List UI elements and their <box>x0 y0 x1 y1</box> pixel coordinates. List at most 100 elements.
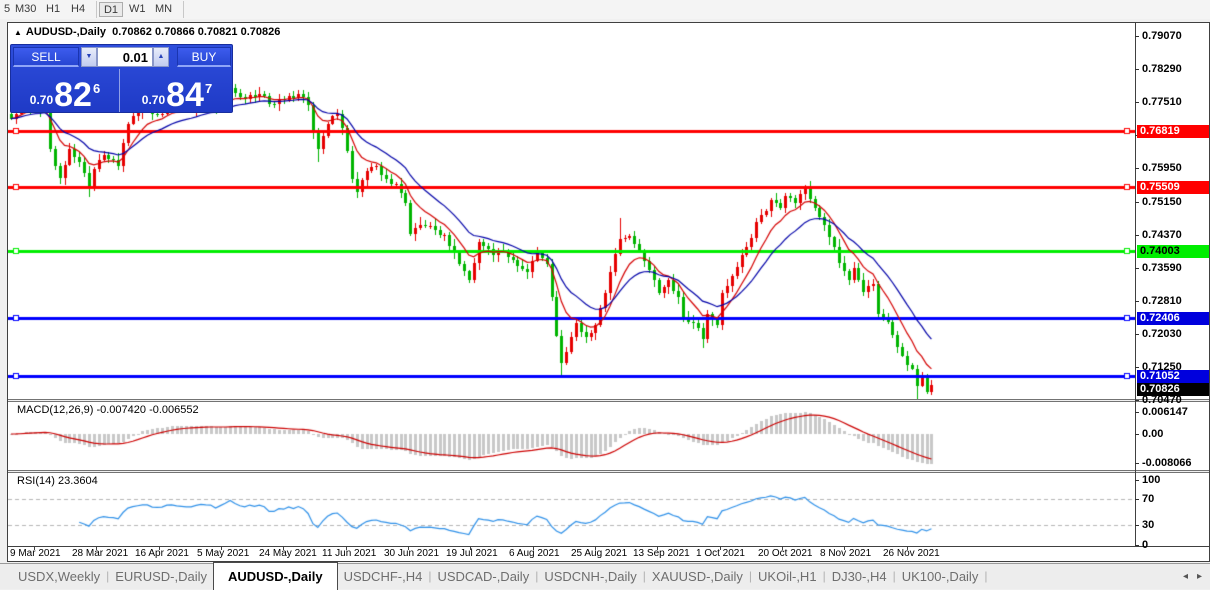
axis-tick <box>1135 463 1139 464</box>
pane-separator[interactable] <box>8 470 1209 473</box>
macd-tick-label: 0.00 <box>1142 428 1164 440</box>
macd-tick-label: 0.006147 <box>1142 406 1188 418</box>
timeframe-button-h4[interactable]: H4 <box>71 3 86 15</box>
chart-tab-ukoil-h1[interactable]: UKOil-,H1 <box>758 569 817 584</box>
price-tick-label: 0.74370 <box>1142 229 1182 241</box>
axis-tick <box>1135 545 1139 546</box>
chevron-down-icon: ▼ <box>85 53 93 60</box>
price-tick-label: 0.72030 <box>1142 328 1182 340</box>
macd-indicator-label: MACD(12,26,9) -0.007420 -0.006552 <box>17 404 199 416</box>
tab-separator: | <box>822 569 826 583</box>
rsi-indicator-canvas[interactable] <box>8 473 1135 546</box>
toolbar-separator <box>96 1 97 18</box>
buy-price-big-digits: 84 <box>166 76 204 114</box>
date-tick-label: 28 Mar 2021 <box>72 548 129 559</box>
buy-price-display[interactable]: 0.70 84 7 <box>121 69 233 112</box>
rsi-tick-label: 30 <box>1142 519 1155 531</box>
tab-scroll-right-icon[interactable]: ▸ <box>1196 571 1202 582</box>
date-tick <box>283 547 284 550</box>
date-tick <box>408 547 409 550</box>
tab-separator: | <box>892 569 896 583</box>
timeframe-button-d1[interactable]: D1 <box>99 2 123 17</box>
chart-tab-dj30-h4[interactable]: DJ30-,H4 <box>831 569 887 584</box>
price-tick-label: 0.75150 <box>1142 196 1182 208</box>
price-tick-label: 0.77510 <box>1142 96 1182 108</box>
date-tick-label: 16 Apr 2021 <box>135 548 189 559</box>
chart-window: 0.790700.782900.775100.767300.759500.751… <box>7 22 1210 562</box>
chart-tab-usdchf-h4[interactable]: USDCHF-,H4 <box>343 569 423 584</box>
axis-tick <box>1135 168 1139 169</box>
chart-tab-uk100-daily[interactable]: UK100-,Daily <box>901 569 979 584</box>
chart-ohlc-values: 0.70862 0.70866 0.70821 0.70826 <box>112 26 281 38</box>
tab-separator: | <box>106 569 110 583</box>
timeframe-button-h1[interactable]: H1 <box>46 3 61 15</box>
sell-price-pip: 6 <box>92 81 101 96</box>
tab-separator: | <box>535 569 539 583</box>
axis-tick <box>1135 268 1139 269</box>
tab-separator: | <box>748 569 753 583</box>
chart-tab-usdx-weekly[interactable]: USDX,Weekly <box>18 569 101 584</box>
axis-tick <box>1135 400 1139 401</box>
tab-scroll-left-icon[interactable]: ◂ <box>1182 571 1188 582</box>
chevron-up-icon: ▲ <box>157 53 165 60</box>
timeframe-button-w1[interactable]: W1 <box>129 3 146 15</box>
date-tick-label: 25 Aug 2021 <box>571 548 628 559</box>
date-tick <box>34 547 35 550</box>
axis-tick <box>1135 301 1139 302</box>
date-tick-label: 13 Sep 2021 <box>633 548 690 559</box>
date-tick <box>533 547 534 550</box>
price-tick-label: 0.72810 <box>1142 295 1182 307</box>
date-tick <box>470 547 471 550</box>
date-tick-label: 1 Oct 2021 <box>696 548 745 559</box>
timeframe-button-5[interactable]: 5 <box>4 3 11 15</box>
date-tick-label: 6 Aug 2021 <box>509 548 560 559</box>
axis-tick <box>1135 412 1139 413</box>
tab-separator: | <box>642 569 646 583</box>
volume-increase-button[interactable]: ▲ <box>153 47 169 67</box>
date-tick-label: 5 May 2021 <box>197 548 250 559</box>
timeframe-toolbar: 5 M30 H1 H4 D1 W1 MN <box>0 0 1210 19</box>
pane-separator[interactable] <box>8 399 1209 402</box>
chart-window-inner: 0.790700.782900.775100.767300.759500.751… <box>8 23 1209 561</box>
sell-button[interactable]: SELL <box>13 47 79 67</box>
toolbar-separator <box>183 1 184 18</box>
volume-input[interactable] <box>97 47 153 67</box>
rsi-indicator-label: RSI(14) 23.3604 <box>17 475 98 487</box>
date-tick-label: 19 Jul 2021 <box>446 548 498 559</box>
chart-tab-audusd-daily[interactable]: AUDUSD-,Daily <box>212 562 338 590</box>
date-tick <box>907 547 908 550</box>
chart-tab-usdcad-daily[interactable]: USDCAD-,Daily <box>437 569 530 584</box>
tab-separator: | <box>984 569 988 583</box>
collapse-arrow-icon[interactable]: ▲ <box>14 28 22 37</box>
time-axis[interactable]: 9 Mar 2021 28 Mar 2021 16 Apr 2021 5 May 20… <box>8 547 1209 561</box>
chart-symbol-label: AUDUSD-,Daily <box>25 26 106 38</box>
timeframe-button-mn[interactable]: MN <box>155 3 173 15</box>
date-tick <box>720 547 721 550</box>
date-tick <box>221 547 222 550</box>
sell-price-prefix: 0.70 <box>29 93 54 107</box>
price-axis[interactable]: 0.790700.782900.775100.767300.759500.751… <box>1135 23 1209 551</box>
axis-tick <box>1135 480 1139 481</box>
chart-tab-usdcnh-daily[interactable]: USDCNH-,Daily <box>544 569 637 584</box>
date-tick-label: 8 Nov 2021 <box>820 548 872 559</box>
hline-price-badge: 0.75509 <box>1137 181 1209 194</box>
axis-tick <box>1135 202 1139 203</box>
axis-tick <box>1135 499 1139 500</box>
timeframe-button-m30[interactable]: M30 <box>15 3 37 15</box>
chart-tab-eurusd-daily[interactable]: EURUSD-,Daily <box>115 569 207 584</box>
axis-tick <box>1135 434 1139 435</box>
macd-indicator-canvas[interactable] <box>8 402 1135 470</box>
date-tick-label: 26 Nov 2021 <box>883 548 940 559</box>
hline-price-badge: 0.74003 <box>1137 245 1209 258</box>
buy-button[interactable]: BUY <box>177 47 231 67</box>
volume-decrease-button[interactable]: ▼ <box>81 47 97 67</box>
chart-tab-xauusd-daily[interactable]: XAUUSD-,Daily <box>651 569 743 584</box>
sell-price-display[interactable]: 0.70 82 6 <box>11 69 120 112</box>
chart-tab-bar: ◂ ▸ USDX,Weekly | EURUSD-,Daily AUDUSD-,Dai… <box>0 562 1210 590</box>
hline-price-badge: 0.71052 <box>1137 370 1209 383</box>
date-tick-label: 24 May 2021 <box>259 548 317 559</box>
price-tick-label: 0.75950 <box>1142 162 1182 174</box>
buy-price-prefix: 0.70 <box>141 93 166 107</box>
current-price-badge: 0.70826 <box>1137 383 1209 396</box>
one-click-trading-panel: SELL ▼ ▲ BUY 0.70 82 6 0.70 84 7 <box>10 44 233 113</box>
